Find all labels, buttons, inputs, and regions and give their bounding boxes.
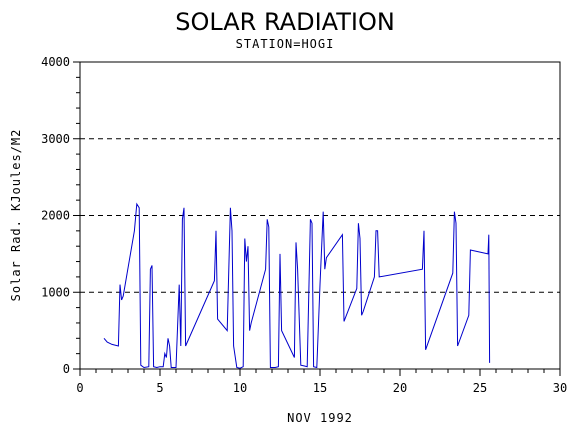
- y-axis: 0 1000 2000 3000 4000: [41, 55, 80, 376]
- chart-subtitle: STATION=HOGI: [236, 37, 335, 51]
- x-tick-label: 25: [473, 381, 487, 395]
- y-tick-label: 1000: [41, 285, 70, 299]
- x-tick-label: 15: [313, 381, 327, 395]
- x-tick-label: 10: [233, 381, 247, 395]
- x-tick-label: 30: [553, 381, 567, 395]
- y-tick-label: 0: [63, 362, 70, 376]
- y-tick-label: 2000: [41, 209, 70, 223]
- y-tick-label: 3000: [41, 132, 70, 146]
- x-axis-label: NOV 1992: [287, 411, 353, 425]
- x-tick-label: 5: [156, 381, 163, 395]
- grid-lines: [80, 61, 560, 370]
- x-axis: 0 5 10 15 20 25 30: [76, 369, 567, 395]
- x-tick-label: 20: [393, 381, 407, 395]
- chart-title: SOLAR RADIATION: [175, 8, 395, 36]
- y-axis-label: Solar Rad. KJoules/M2: [9, 129, 23, 302]
- series-line-solar-radiation: [103, 202, 491, 369]
- y-tick-label: 4000: [41, 55, 70, 69]
- x-tick-label: 0: [76, 381, 83, 395]
